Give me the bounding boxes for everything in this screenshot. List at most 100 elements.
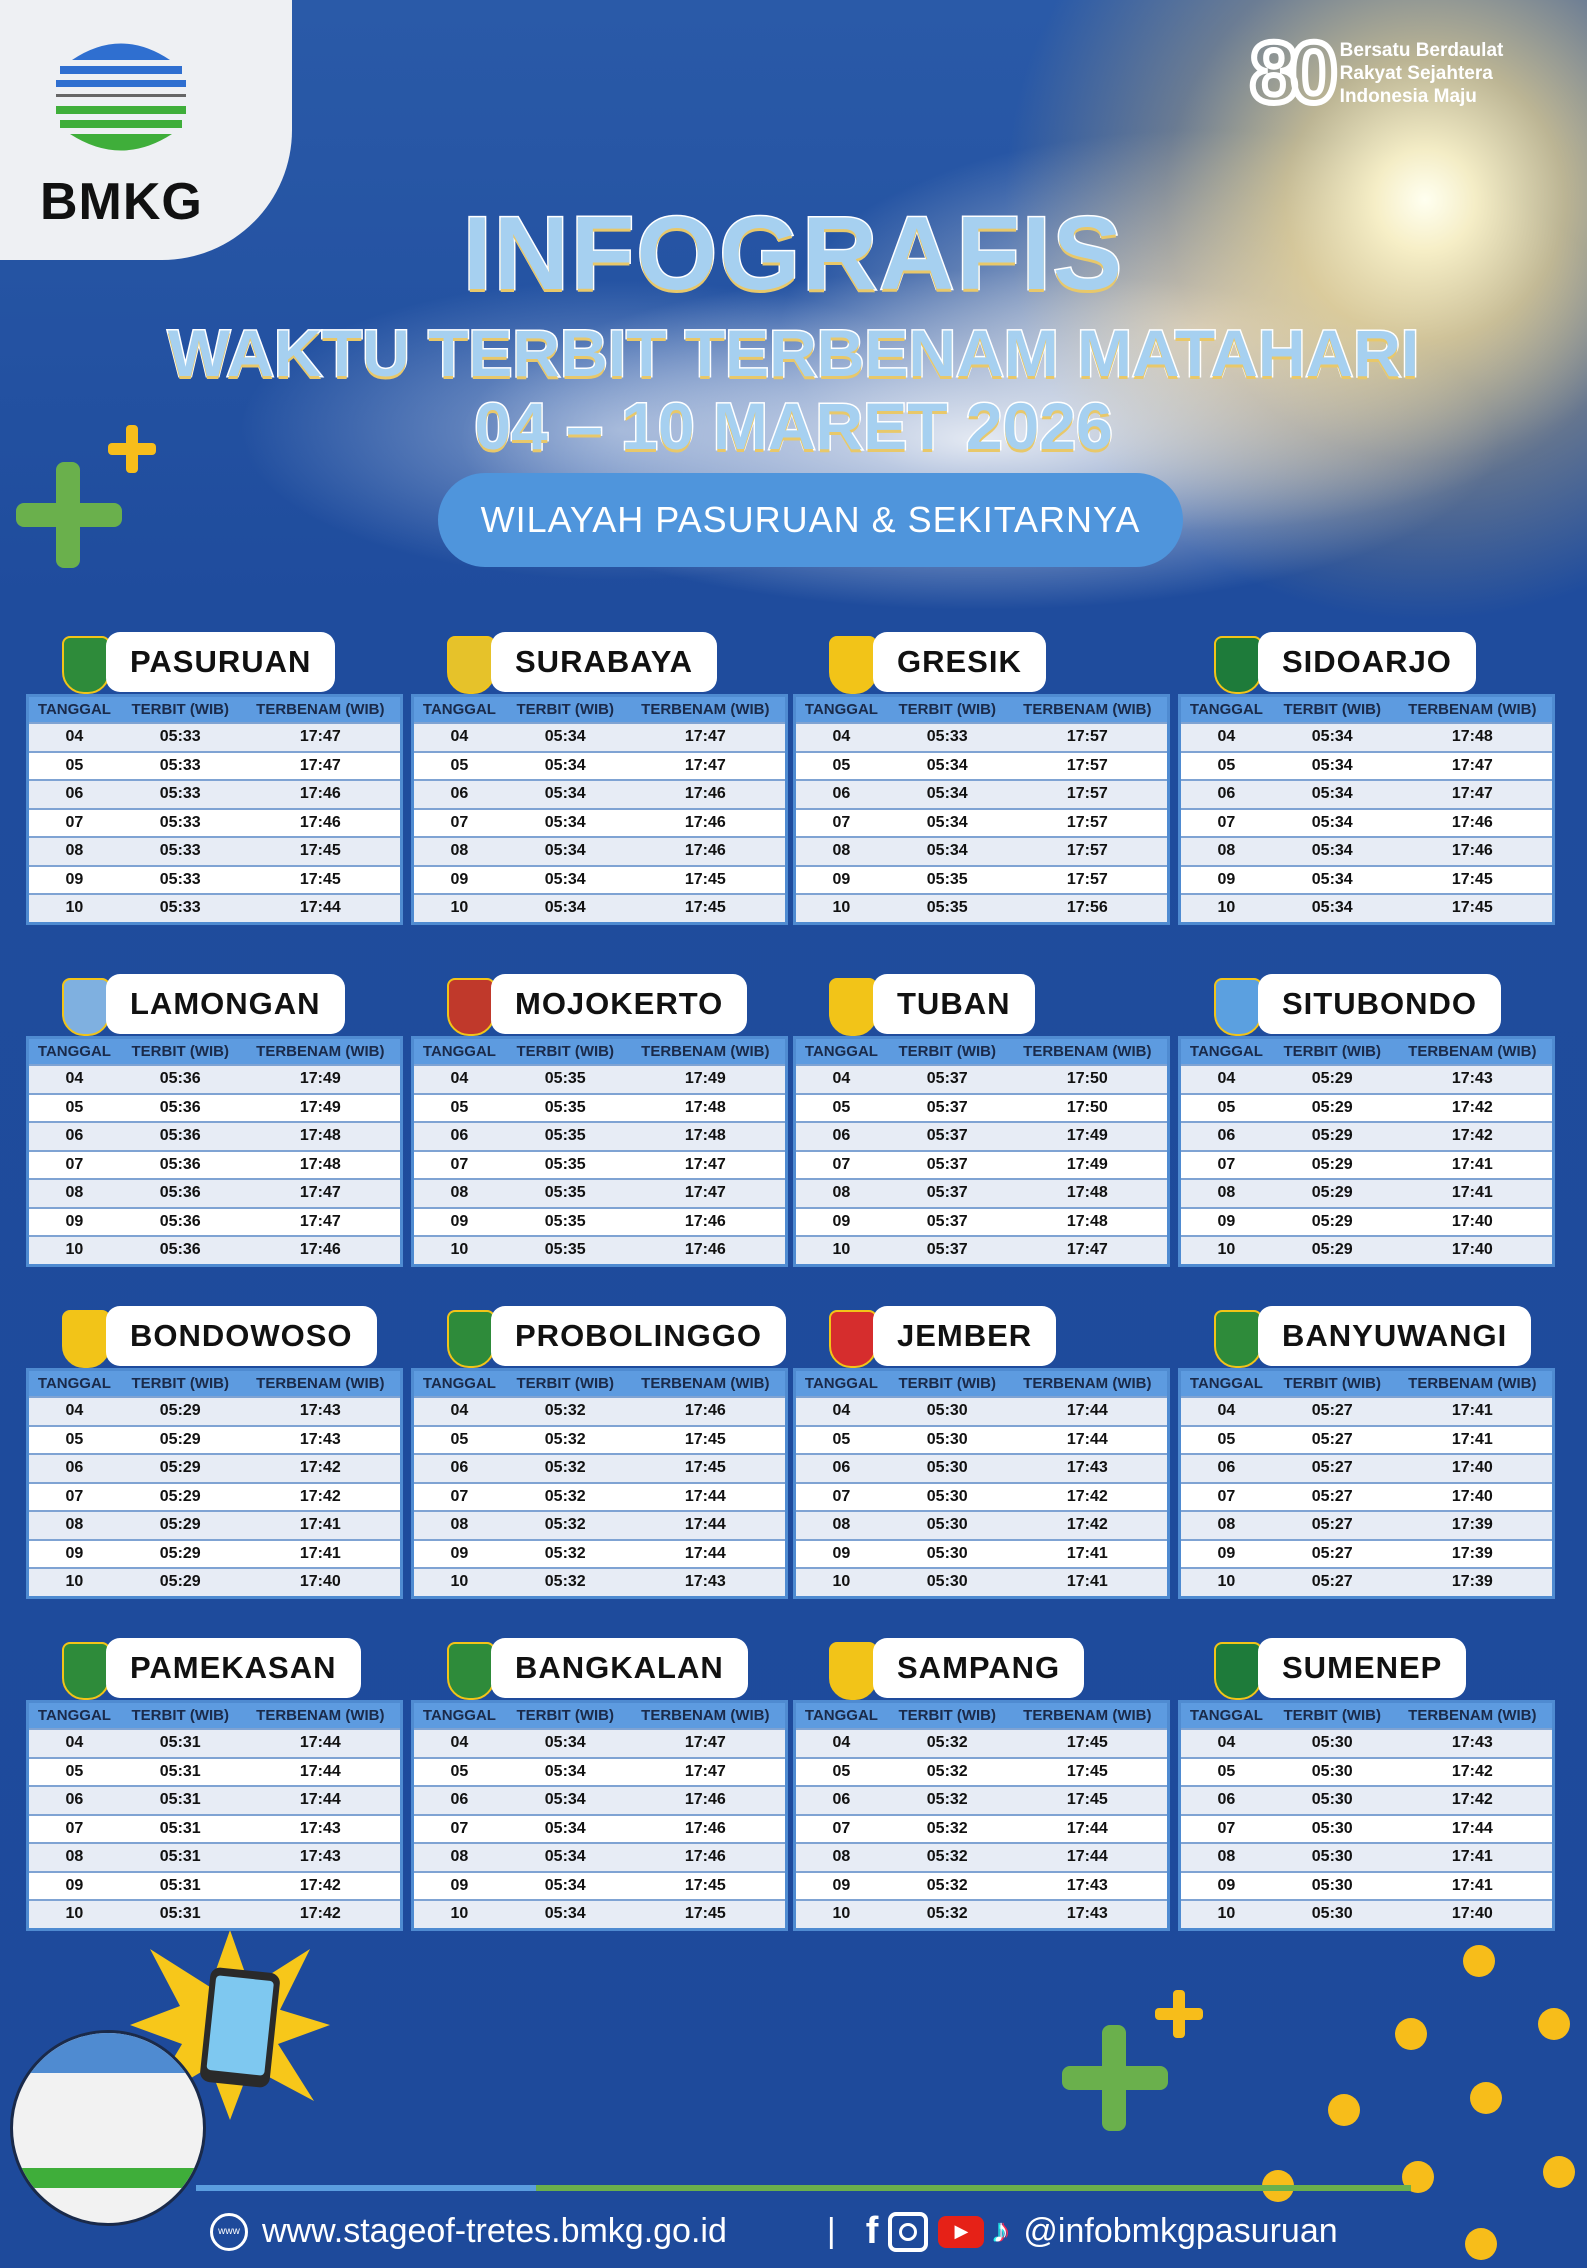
table-row: 08 05:30 17:42	[794, 1510, 1169, 1540]
website-link[interactable]: www.stageof-tretes.bmkg.go.id	[262, 2212, 727, 2250]
date-cell: 09	[794, 1538, 887, 1568]
date-cell: 10	[794, 1235, 887, 1265]
sunrise-cell: 05:34	[504, 750, 626, 780]
city-name: SITUBONDO	[1258, 974, 1501, 1034]
sunrise-cell: 05:29	[1271, 1149, 1393, 1179]
date-cell: 05	[412, 750, 505, 780]
date-cell: 09	[1179, 1870, 1272, 1900]
table-row: 07 05:32 17:44	[794, 1813, 1169, 1843]
sunrise-cell: 05:37	[886, 1064, 1008, 1094]
date-cell: 04	[27, 1728, 120, 1758]
table-row: 08 05:34 17:46	[412, 836, 787, 866]
dot-decoration	[1395, 2018, 1427, 2050]
globe-icon: www	[210, 2212, 248, 2251]
youtube-icon[interactable]: ▶	[938, 2215, 985, 2248]
sunset-cell: 17:42	[1392, 1785, 1554, 1815]
date-cell: 08	[794, 1842, 887, 1872]
sunset-cell: 17:42	[1007, 1510, 1169, 1540]
sunrise-cell: 05:34	[886, 750, 1008, 780]
date-cell: 08	[27, 836, 120, 866]
column-header: TERBENAM (WIB)	[1007, 1369, 1169, 1397]
table-row: 08 05:34 17:46	[1179, 836, 1554, 866]
date-cell: 07	[412, 1481, 505, 1511]
date-cell: 10	[412, 1567, 505, 1597]
city-name: MOJOKERTO	[491, 974, 748, 1034]
sunset-cell: 17:46	[625, 1396, 787, 1426]
sunrise-cell: 05:34	[504, 1899, 626, 1929]
column-header: TANGGAL	[412, 1701, 505, 1729]
date-cell: 08	[1179, 836, 1272, 866]
date-cell: 04	[412, 1728, 505, 1758]
sun-times-table: TANGGAL TERBIT (WIB) TERBENAM (WIB) 04 05:37…	[793, 1036, 1170, 1267]
sunrise-cell: 05:37	[886, 1121, 1008, 1151]
column-header: TERBIT (WIB)	[886, 1369, 1008, 1397]
sunset-cell: 17:42	[1392, 1092, 1554, 1122]
sunset-cell: 17:44	[240, 1785, 402, 1815]
facebook-icon[interactable]: f	[865, 2210, 879, 2252]
mascot-body	[10, 2030, 206, 2226]
sun-times-table: TANGGAL TERBIT (WIB) TERBENAM (WIB) 04 05:33…	[793, 694, 1170, 925]
sunrise-cell: 05:29	[119, 1481, 241, 1511]
sunset-cell: 17:44	[625, 1481, 787, 1511]
column-header: TANGGAL	[412, 1037, 505, 1065]
sunset-cell: 17:44	[1007, 1424, 1169, 1454]
tiktok-icon[interactable]: ♪	[992, 2212, 1010, 2250]
date-cell: 07	[794, 1481, 887, 1511]
sunset-cell: 17:41	[1392, 1842, 1554, 1872]
sunset-cell: 17:40	[1392, 1235, 1554, 1265]
table-row: 04 05:35 17:49	[412, 1064, 787, 1094]
anniversary-line: Bersatu Berdaulat	[1339, 39, 1504, 61]
table-row: 05 05:34 17:47	[412, 750, 787, 780]
city-emblem-icon	[447, 1310, 495, 1368]
sunrise-cell: 05:36	[119, 1149, 241, 1179]
table-row: 04 05:33 17:47	[27, 722, 402, 752]
sunset-cell: 17:39	[1392, 1538, 1554, 1568]
sunset-cell: 17:47	[1392, 750, 1554, 780]
column-header: TERBENAM (WIB)	[240, 1369, 402, 1397]
sunrise-cell: 05:32	[504, 1567, 626, 1597]
column-header: TERBENAM (WIB)	[240, 1701, 402, 1729]
sunset-cell: 17:41	[1392, 1149, 1554, 1179]
sun-times-table: TANGGAL TERBIT (WIB) TERBENAM (WIB) 04 05:32…	[411, 1368, 788, 1599]
date-cell: 08	[27, 1178, 120, 1208]
table-row: 05 05:30 17:42	[1179, 1756, 1554, 1786]
sunrise-cell: 05:30	[1271, 1785, 1393, 1815]
table-row: 05 05:33 17:47	[27, 750, 402, 780]
social-handle[interactable]: @infobmkgpasuruan	[1023, 2212, 1338, 2250]
table-row: 07 05:32 17:44	[412, 1481, 787, 1511]
instagram-icon[interactable]	[888, 2211, 929, 2252]
column-header: TERBIT (WIB)	[1271, 1701, 1393, 1729]
city-name: LAMONGAN	[106, 974, 345, 1034]
date-cell: 10	[794, 1567, 887, 1597]
date-cell: 07	[412, 1149, 505, 1179]
column-header: TERBIT (WIB)	[119, 1701, 241, 1729]
sunrise-cell: 05:34	[886, 836, 1008, 866]
sunset-cell: 17:44	[1007, 1813, 1169, 1843]
sunrise-cell: 05:29	[119, 1424, 241, 1454]
table-row: 04 05:31 17:44	[27, 1728, 402, 1758]
sunset-cell: 17:47	[625, 722, 787, 752]
sun-times-table: TANGGAL TERBIT (WIB) TERBENAM (WIB) 04 05:33…	[26, 694, 403, 925]
sunrise-cell: 05:30	[886, 1481, 1008, 1511]
date-cell: 06	[27, 1785, 120, 1815]
table-row: 10 05:32 17:43	[412, 1567, 787, 1597]
sunrise-cell: 05:33	[119, 722, 241, 752]
dot-decoration	[1470, 2082, 1502, 2114]
date-cell: 09	[27, 1206, 120, 1236]
column-header: TERBENAM (WIB)	[625, 1037, 787, 1065]
table-row: 07 05:34 17:46	[1179, 807, 1554, 837]
city-emblem-icon	[62, 636, 110, 694]
table-row: 09 05:33 17:45	[27, 864, 402, 894]
sunset-cell: 17:46	[625, 807, 787, 837]
sunrise-cell: 05:34	[1271, 779, 1393, 809]
date-cell: 10	[27, 1567, 120, 1597]
table-row: 10 05:33 17:44	[27, 893, 402, 923]
city-emblem-icon	[829, 1310, 877, 1368]
city-emblem-icon	[62, 1642, 110, 1700]
sunrise-cell: 05:35	[504, 1206, 626, 1236]
sunrise-cell: 05:36	[119, 1121, 241, 1151]
sunset-cell: 17:48	[625, 1121, 787, 1151]
plus-decoration-icon	[1062, 2025, 1168, 2131]
table-row: 05 05:29 17:42	[1179, 1092, 1554, 1122]
sunrise-cell: 05:30	[886, 1396, 1008, 1426]
